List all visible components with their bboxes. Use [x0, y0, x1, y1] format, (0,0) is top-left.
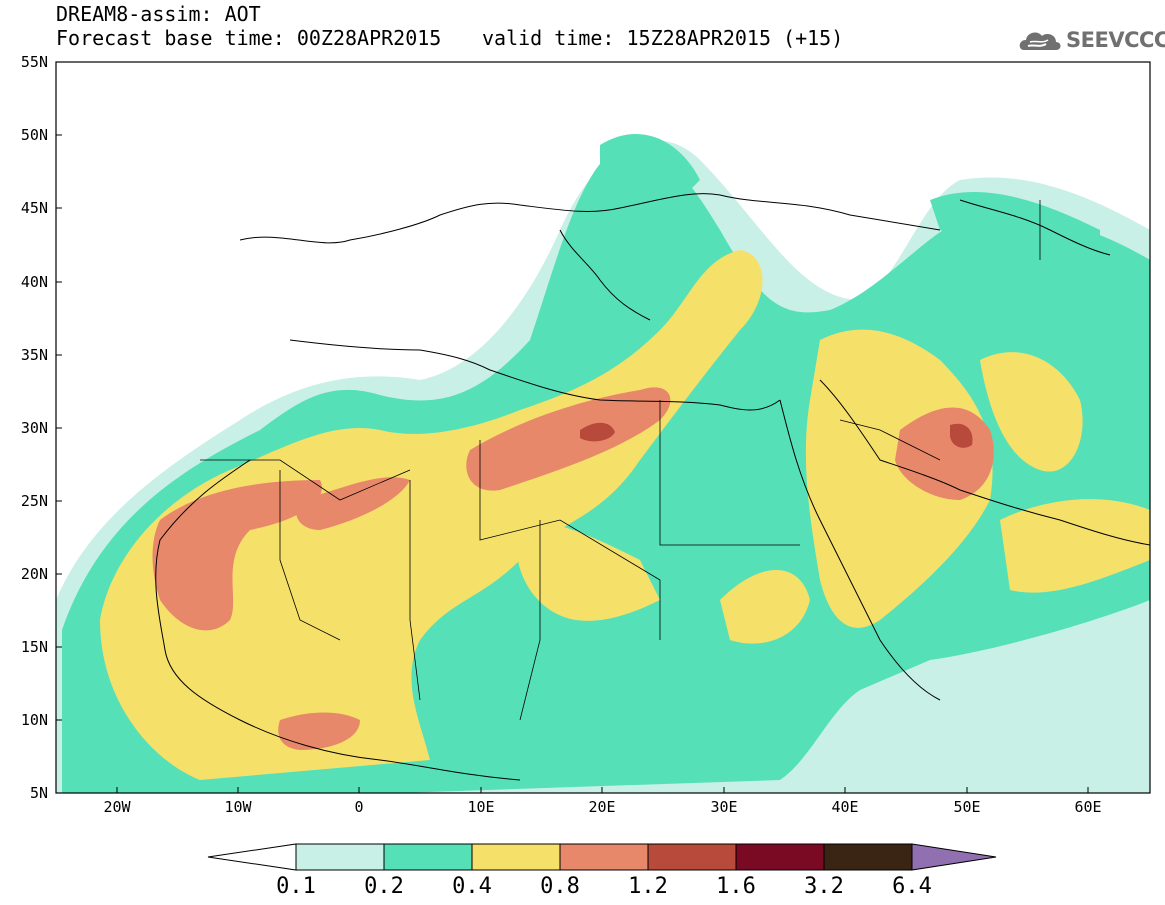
colorbar-swatch — [295, 843, 385, 871]
colorbar-label: 0.4 — [452, 874, 492, 899]
lon-label: 50E — [953, 798, 980, 816]
latitude-axis: 55N 50N 45N 40N 35N 30N 25N 20N 15N 10N … — [21, 53, 48, 802]
lat-label: 25N — [21, 492, 48, 510]
colorbar-swatch — [823, 843, 913, 871]
lat-label: 35N — [21, 346, 48, 364]
colorbar-swatch — [735, 843, 825, 871]
lat-label: 5N — [30, 784, 48, 802]
colorbar-swatch — [383, 843, 473, 871]
valid-time: valid time: 15Z28APR2015 (+15) — [482, 26, 844, 50]
lat-label: 40N — [21, 273, 48, 291]
aot-band-1.2 — [580, 422, 973, 448]
lat-label: 30N — [21, 419, 48, 437]
coastlines — [155, 193, 1150, 781]
logo-text: SEEVCCC — [1066, 28, 1165, 52]
lon-label: 40E — [831, 798, 858, 816]
aot-band-0.4 — [100, 250, 1150, 780]
lat-label: 20N — [21, 565, 48, 583]
colorbar-high-arrow — [911, 843, 997, 871]
lat-label: 55N — [21, 53, 48, 71]
lon-label: 0 — [354, 798, 363, 816]
lon-label: 10W — [224, 798, 252, 816]
colorbar-label: 1.2 — [628, 874, 668, 899]
colorbar: 0.1 0.2 0.4 0.8 1.2 1.6 3.2 6.4 — [207, 843, 997, 899]
lon-label: 60E — [1074, 798, 1101, 816]
forecast-base-time: Forecast base time: 00Z28APR2015 — [56, 26, 442, 50]
colorbar-label: 1.6 — [716, 874, 756, 899]
lon-label: 10E — [467, 798, 494, 816]
colorbar-label: 0.8 — [540, 874, 580, 899]
lon-label: 20W — [103, 798, 131, 816]
colorbar-label: 6.4 — [892, 874, 932, 899]
lon-ticks — [116, 787, 1089, 793]
longitude-axis: 20W 10W 0 10E 20E 30E 40E 50E 60E — [103, 798, 1101, 816]
map-title: DREAM8-assim: AOT — [56, 2, 261, 26]
lat-label: 10N — [21, 711, 48, 729]
colorbar-label: 3.2 — [804, 874, 844, 899]
lon-label: 30E — [710, 798, 737, 816]
colorbar-low-arrow — [207, 843, 297, 871]
colorbar-swatch — [559, 843, 649, 871]
country-borders — [200, 200, 1041, 721]
lat-label: 45N — [21, 199, 48, 217]
lon-label: 20E — [588, 798, 615, 816]
colorbar-swatch — [647, 843, 737, 871]
lat-label: 50N — [21, 126, 48, 144]
colorbar-label: 0.2 — [364, 874, 404, 899]
colorbar-label: 0.1 — [276, 874, 316, 899]
lat-label: 15N — [21, 638, 48, 656]
lat-ticks — [56, 61, 62, 721]
colorbar-swatch — [471, 843, 561, 871]
aot-field — [56, 62, 1150, 793]
cloud-logo-icon — [1019, 32, 1061, 50]
